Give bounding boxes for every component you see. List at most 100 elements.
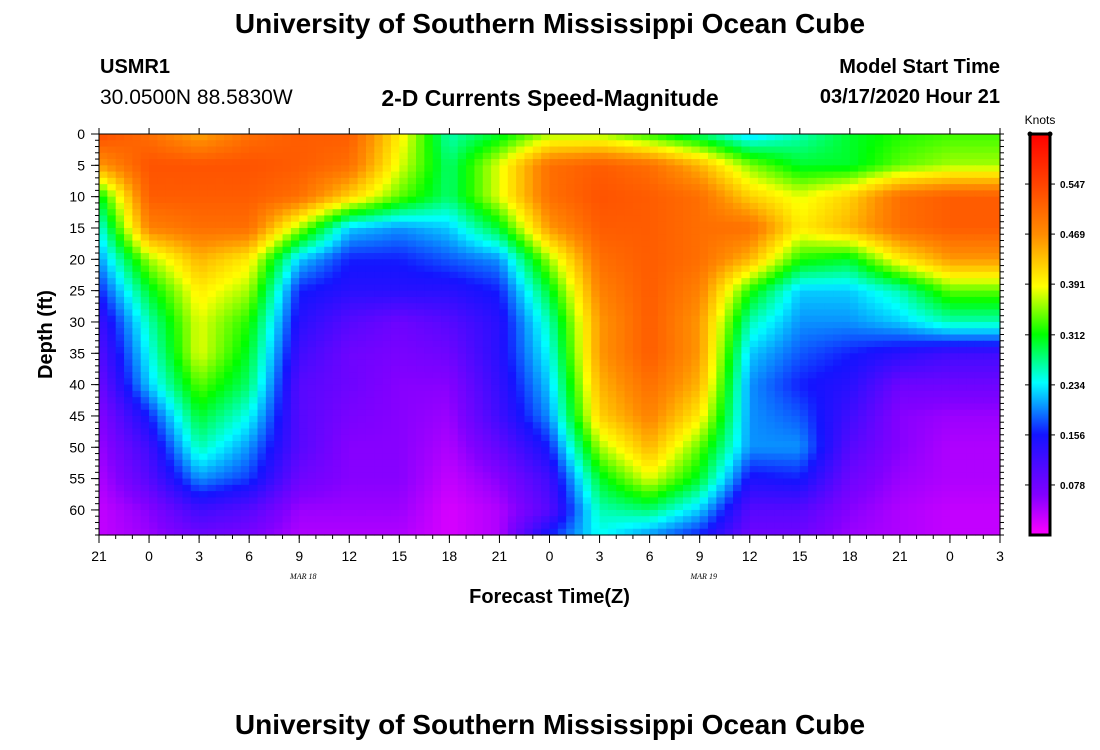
heatmap-cell — [357, 184, 367, 191]
heatmap-cell — [157, 321, 167, 329]
heatmap-cell — [257, 184, 267, 191]
heatmap-cell — [899, 321, 909, 329]
heatmap-cell — [432, 152, 442, 160]
heatmap-cell — [399, 315, 409, 323]
heatmap-cell — [616, 359, 626, 367]
heatmap-cell — [924, 259, 934, 267]
heatmap-cell — [416, 152, 425, 160]
heatmap-cell — [107, 309, 117, 317]
heatmap-cell — [666, 415, 676, 423]
heatmap-cell — [382, 215, 392, 223]
heatmap-cell — [599, 296, 609, 304]
heatmap-cell — [933, 240, 943, 248]
heatmap-cell — [257, 347, 267, 354]
heatmap-cell — [332, 390, 342, 398]
heatmap-cell — [582, 340, 592, 348]
heatmap-cell — [457, 271, 467, 279]
heatmap-cell — [324, 234, 334, 242]
heatmap-cell — [974, 271, 984, 279]
heatmap-cell — [516, 152, 526, 160]
heatmap-cell — [607, 409, 617, 417]
heatmap-cell — [549, 378, 559, 386]
heatmap-cell — [190, 215, 200, 223]
heatmap-cell — [324, 390, 334, 398]
heatmap-cell — [474, 184, 484, 191]
heatmap-cell — [733, 177, 742, 185]
heatmap-cell — [908, 184, 918, 191]
heatmap-cell — [824, 390, 834, 398]
heatmap-cell — [215, 309, 225, 317]
heatmap-cell — [574, 359, 584, 367]
heatmap-cell — [499, 165, 509, 173]
heatmap-cell — [849, 284, 859, 292]
heatmap-cell — [516, 146, 526, 154]
heatmap-cell — [733, 415, 742, 423]
heatmap-cell — [124, 271, 133, 279]
heatmap-cell — [966, 359, 976, 367]
heatmap-cell — [657, 409, 667, 417]
heatmap-cell — [499, 177, 509, 185]
heatmap-cell — [958, 177, 968, 185]
heatmap-cell — [616, 290, 626, 298]
heatmap-cell — [991, 202, 1001, 210]
heatmap-cell — [107, 196, 117, 204]
heatmap-cell — [340, 202, 350, 210]
heatmap-cell — [491, 397, 501, 405]
heatmap-cell — [290, 140, 300, 148]
heatmap-cell — [532, 271, 542, 279]
heatmap-cell — [674, 328, 684, 336]
heatmap-cell — [758, 397, 767, 405]
heatmap-cell — [265, 265, 275, 273]
heatmap-cell — [749, 221, 759, 229]
heatmap-cell — [524, 303, 534, 311]
heatmap-cell — [474, 171, 484, 179]
heatmap-cell — [599, 290, 609, 298]
heatmap-cell — [257, 159, 267, 166]
heatmap-cell — [449, 347, 459, 354]
heatmap-cell — [899, 159, 909, 166]
heatmap-cell — [649, 140, 659, 148]
heatmap-cell — [724, 321, 734, 329]
heatmap-cell — [140, 290, 150, 298]
heatmap-cell — [199, 415, 209, 423]
heatmap-cell — [282, 422, 292, 430]
heatmap-cell — [682, 253, 692, 260]
heatmap-cell — [482, 321, 492, 329]
heatmap-cell — [758, 284, 767, 292]
heatmap-cell — [99, 328, 108, 336]
heatmap-cell — [307, 415, 317, 423]
heatmap-cell — [416, 328, 425, 336]
heatmap-cell — [340, 146, 350, 154]
heatmap-cell — [758, 347, 767, 354]
heatmap-cell — [741, 202, 751, 210]
heatmap-cell — [933, 234, 943, 242]
heatmap-cell — [899, 409, 909, 417]
heatmap-cell — [315, 390, 325, 398]
heatmap-cell — [874, 165, 884, 173]
heatmap-cell — [833, 184, 843, 191]
heatmap-cell — [207, 353, 217, 361]
heatmap-cell — [974, 296, 984, 304]
heatmap-cell — [332, 340, 342, 348]
heatmap-cell — [140, 340, 150, 348]
heatmap-cell — [107, 315, 117, 323]
heatmap-cell — [340, 303, 350, 311]
heatmap-cell — [190, 140, 200, 148]
heatmap-cell — [324, 315, 334, 323]
heatmap-cell — [791, 353, 801, 361]
heatmap-cell — [407, 378, 417, 386]
heatmap-cell — [699, 321, 709, 329]
heatmap-cell — [783, 246, 793, 254]
heatmap-cell — [616, 134, 626, 141]
heatmap-cell — [374, 384, 384, 392]
heatmap-cell — [924, 209, 934, 217]
heatmap-cell — [174, 334, 184, 342]
heatmap-cell — [140, 265, 150, 273]
heatmap-cell — [816, 171, 826, 179]
heatmap-cell — [215, 202, 225, 210]
heatmap-cell — [457, 171, 467, 179]
heatmap-cell — [657, 403, 667, 411]
heatmap-cell — [716, 384, 726, 392]
heatmap-cell — [591, 397, 601, 405]
heatmap-cell — [315, 409, 325, 417]
